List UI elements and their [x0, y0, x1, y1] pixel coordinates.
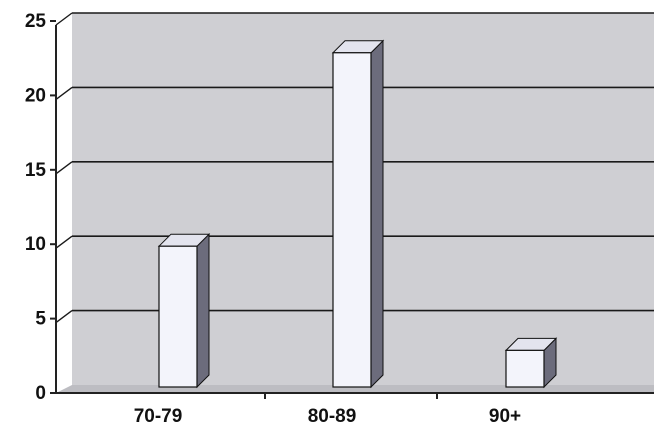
y-tick-label: 15	[25, 160, 47, 181]
y-tick-label: 25	[25, 11, 47, 32]
gridline-slant	[55, 12, 73, 26]
bar	[505, 349, 545, 388]
x-tick-label: 90+	[489, 406, 521, 427]
gridline-slant	[55, 86, 73, 100]
gridline-slant	[55, 235, 73, 249]
y-tick-labels: 0 5 10 15 20 25	[25, 11, 47, 404]
plot-floor	[56, 385, 654, 393]
y-tick-label: 0	[35, 383, 46, 404]
x-tick-label: 80-89	[308, 406, 357, 427]
y-tick-label: 20	[25, 85, 46, 106]
bar-side	[196, 232, 210, 389]
axes	[50, 20, 654, 399]
bar-side	[370, 39, 384, 389]
y-tick-label: 5	[35, 309, 46, 330]
y-tick-label: 10	[25, 234, 46, 255]
bar	[332, 52, 372, 388]
x-tick-labels: 70-79 80-89 90+	[134, 406, 521, 427]
gridline-slant	[55, 310, 73, 324]
bar	[158, 245, 198, 388]
gridline-slant	[55, 161, 73, 175]
x-tick-label: 70-79	[134, 406, 183, 427]
bars	[157, 39, 558, 389]
